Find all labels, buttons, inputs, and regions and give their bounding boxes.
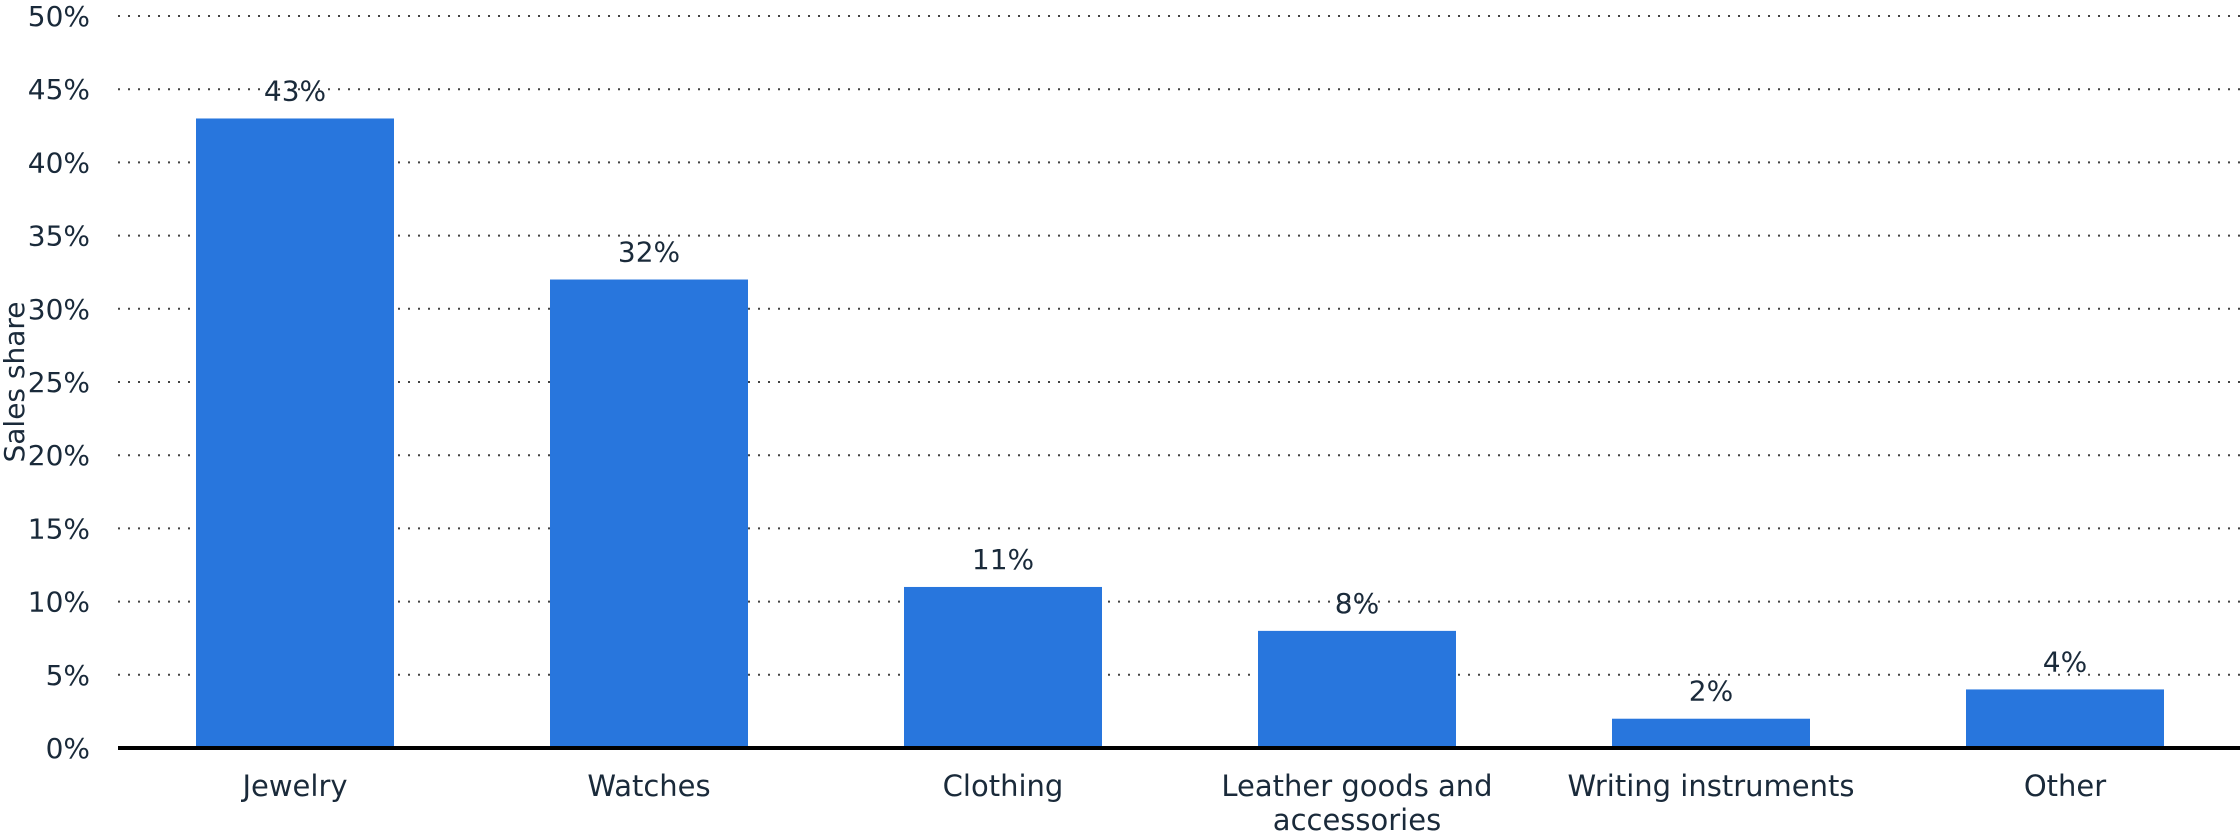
value-labels: 43% 32% 11% 8% 2% 4% [264,74,2087,707]
y-tick-label: 0% [46,732,90,765]
y-axis-ticks: 0% 5% 10% 15% 20% 25% 30% 35% 40% 45% 50% [28,0,90,765]
bars [196,118,2164,749]
y-tick-label: 30% [28,293,90,326]
category-label: Writing instruments [1568,769,1855,803]
bar [1258,630,1456,748]
value-label: 43% [264,74,326,107]
x-axis-categories: Jewelry Watches Clothing Leather goods and a… [240,769,2106,837]
value-label: 32% [618,236,680,269]
value-label: 11% [972,543,1034,576]
category-label: Leather goods and accessories [1221,769,1492,836]
bar [1966,689,2164,748]
category-label: Watches [587,769,710,803]
bar [550,279,748,748]
y-tick-label: 25% [28,366,90,399]
y-tick-label: 45% [28,73,90,106]
y-tick-label: 10% [28,586,90,619]
y-tick-label: 50% [28,0,90,33]
category-label: Clothing [943,769,1064,803]
y-tick-label: 20% [28,439,90,472]
y-axis-title: Sales share [0,301,31,462]
gridlines [118,15,2240,676]
bar [1612,718,1810,748]
category-label: Other [2024,769,2106,803]
category-label: Jewelry [240,769,347,803]
value-label: 4% [2043,645,2087,678]
y-tick-label: 5% [46,659,90,692]
bar [904,586,1102,748]
y-tick-label: 15% [28,512,90,545]
bar [196,118,394,749]
y-tick-label: 35% [28,220,90,253]
y-tick-label: 40% [28,146,90,179]
value-label: 8% [1335,587,1379,620]
value-label: 2% [1689,675,1733,708]
